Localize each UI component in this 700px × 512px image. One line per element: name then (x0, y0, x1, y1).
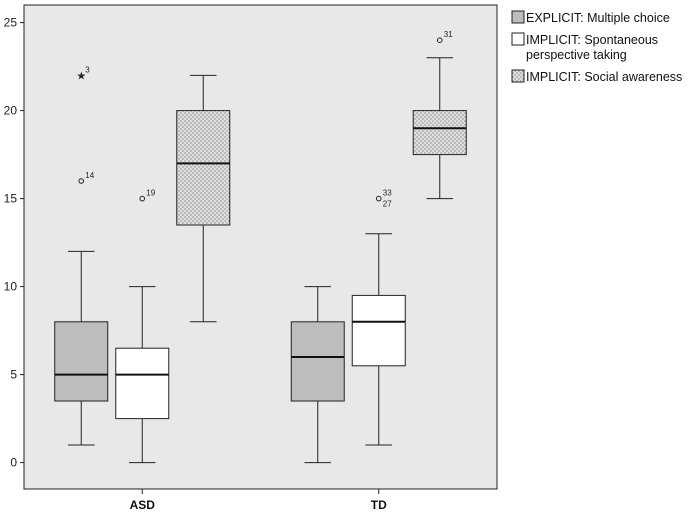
legend: EXPLICIT: Multiple choice IMPLICIT: Spont… (511, 10, 682, 84)
outlier-label: 19 (146, 189, 155, 198)
box-solid-asd: 14 ★ 3 (54, 65, 109, 446)
plot-area (23, 4, 498, 490)
outlier-circle (78, 178, 85, 184)
y-tick-label: 5 (10, 368, 17, 382)
x-tick-label: ASD (130, 498, 156, 512)
outlier-label: 3 (85, 65, 90, 74)
y-tick-label: 20 (4, 104, 18, 118)
box-solid-td (290, 286, 345, 464)
legend-item: EXPLICIT: Multiple choice (511, 10, 670, 25)
box-dots-asd (176, 74, 231, 323)
x-tick-label: TD (371, 498, 387, 512)
box-iqr (176, 110, 231, 226)
legend-label: EXPLICIT: Multiple choice (526, 11, 670, 25)
box-iqr (54, 321, 109, 402)
legend-label: IMPLICIT: Spontaneous (526, 33, 658, 47)
y-axis: 0 5 10 15 20 25 (4, 16, 24, 470)
legend-swatch (511, 32, 525, 46)
y-tick-label: 25 (4, 16, 18, 30)
outlier-label: 27 (383, 200, 392, 209)
outlier-label: 33 (383, 189, 392, 198)
outlier-label: 31 (444, 30, 453, 39)
box-solid-asd: 19 (115, 189, 170, 464)
legend-label: IMPLICIT: Social awareness (526, 70, 682, 84)
legend-label: perspective taking (526, 48, 627, 62)
box-iqr (290, 321, 345, 402)
legend-item: IMPLICIT: Social awareness (511, 69, 682, 84)
box-iqr (412, 110, 467, 156)
x-axis: ASD TD (130, 489, 387, 512)
y-tick-label: 15 (4, 192, 18, 206)
legend-swatch (511, 69, 525, 83)
box-iqr (351, 294, 406, 367)
box-dots-td: 31 (412, 30, 467, 200)
legend-swatch (511, 10, 525, 24)
outlier-circle (436, 37, 443, 44)
y-tick-label: 10 (4, 280, 18, 294)
outlier-star: ★ (76, 69, 86, 82)
y-tick-label: 0 (10, 456, 17, 470)
outlier-circle (375, 195, 382, 202)
box-iqr (115, 347, 170, 420)
outlier-label: 14 (85, 171, 94, 180)
outlier-circle (139, 195, 146, 202)
